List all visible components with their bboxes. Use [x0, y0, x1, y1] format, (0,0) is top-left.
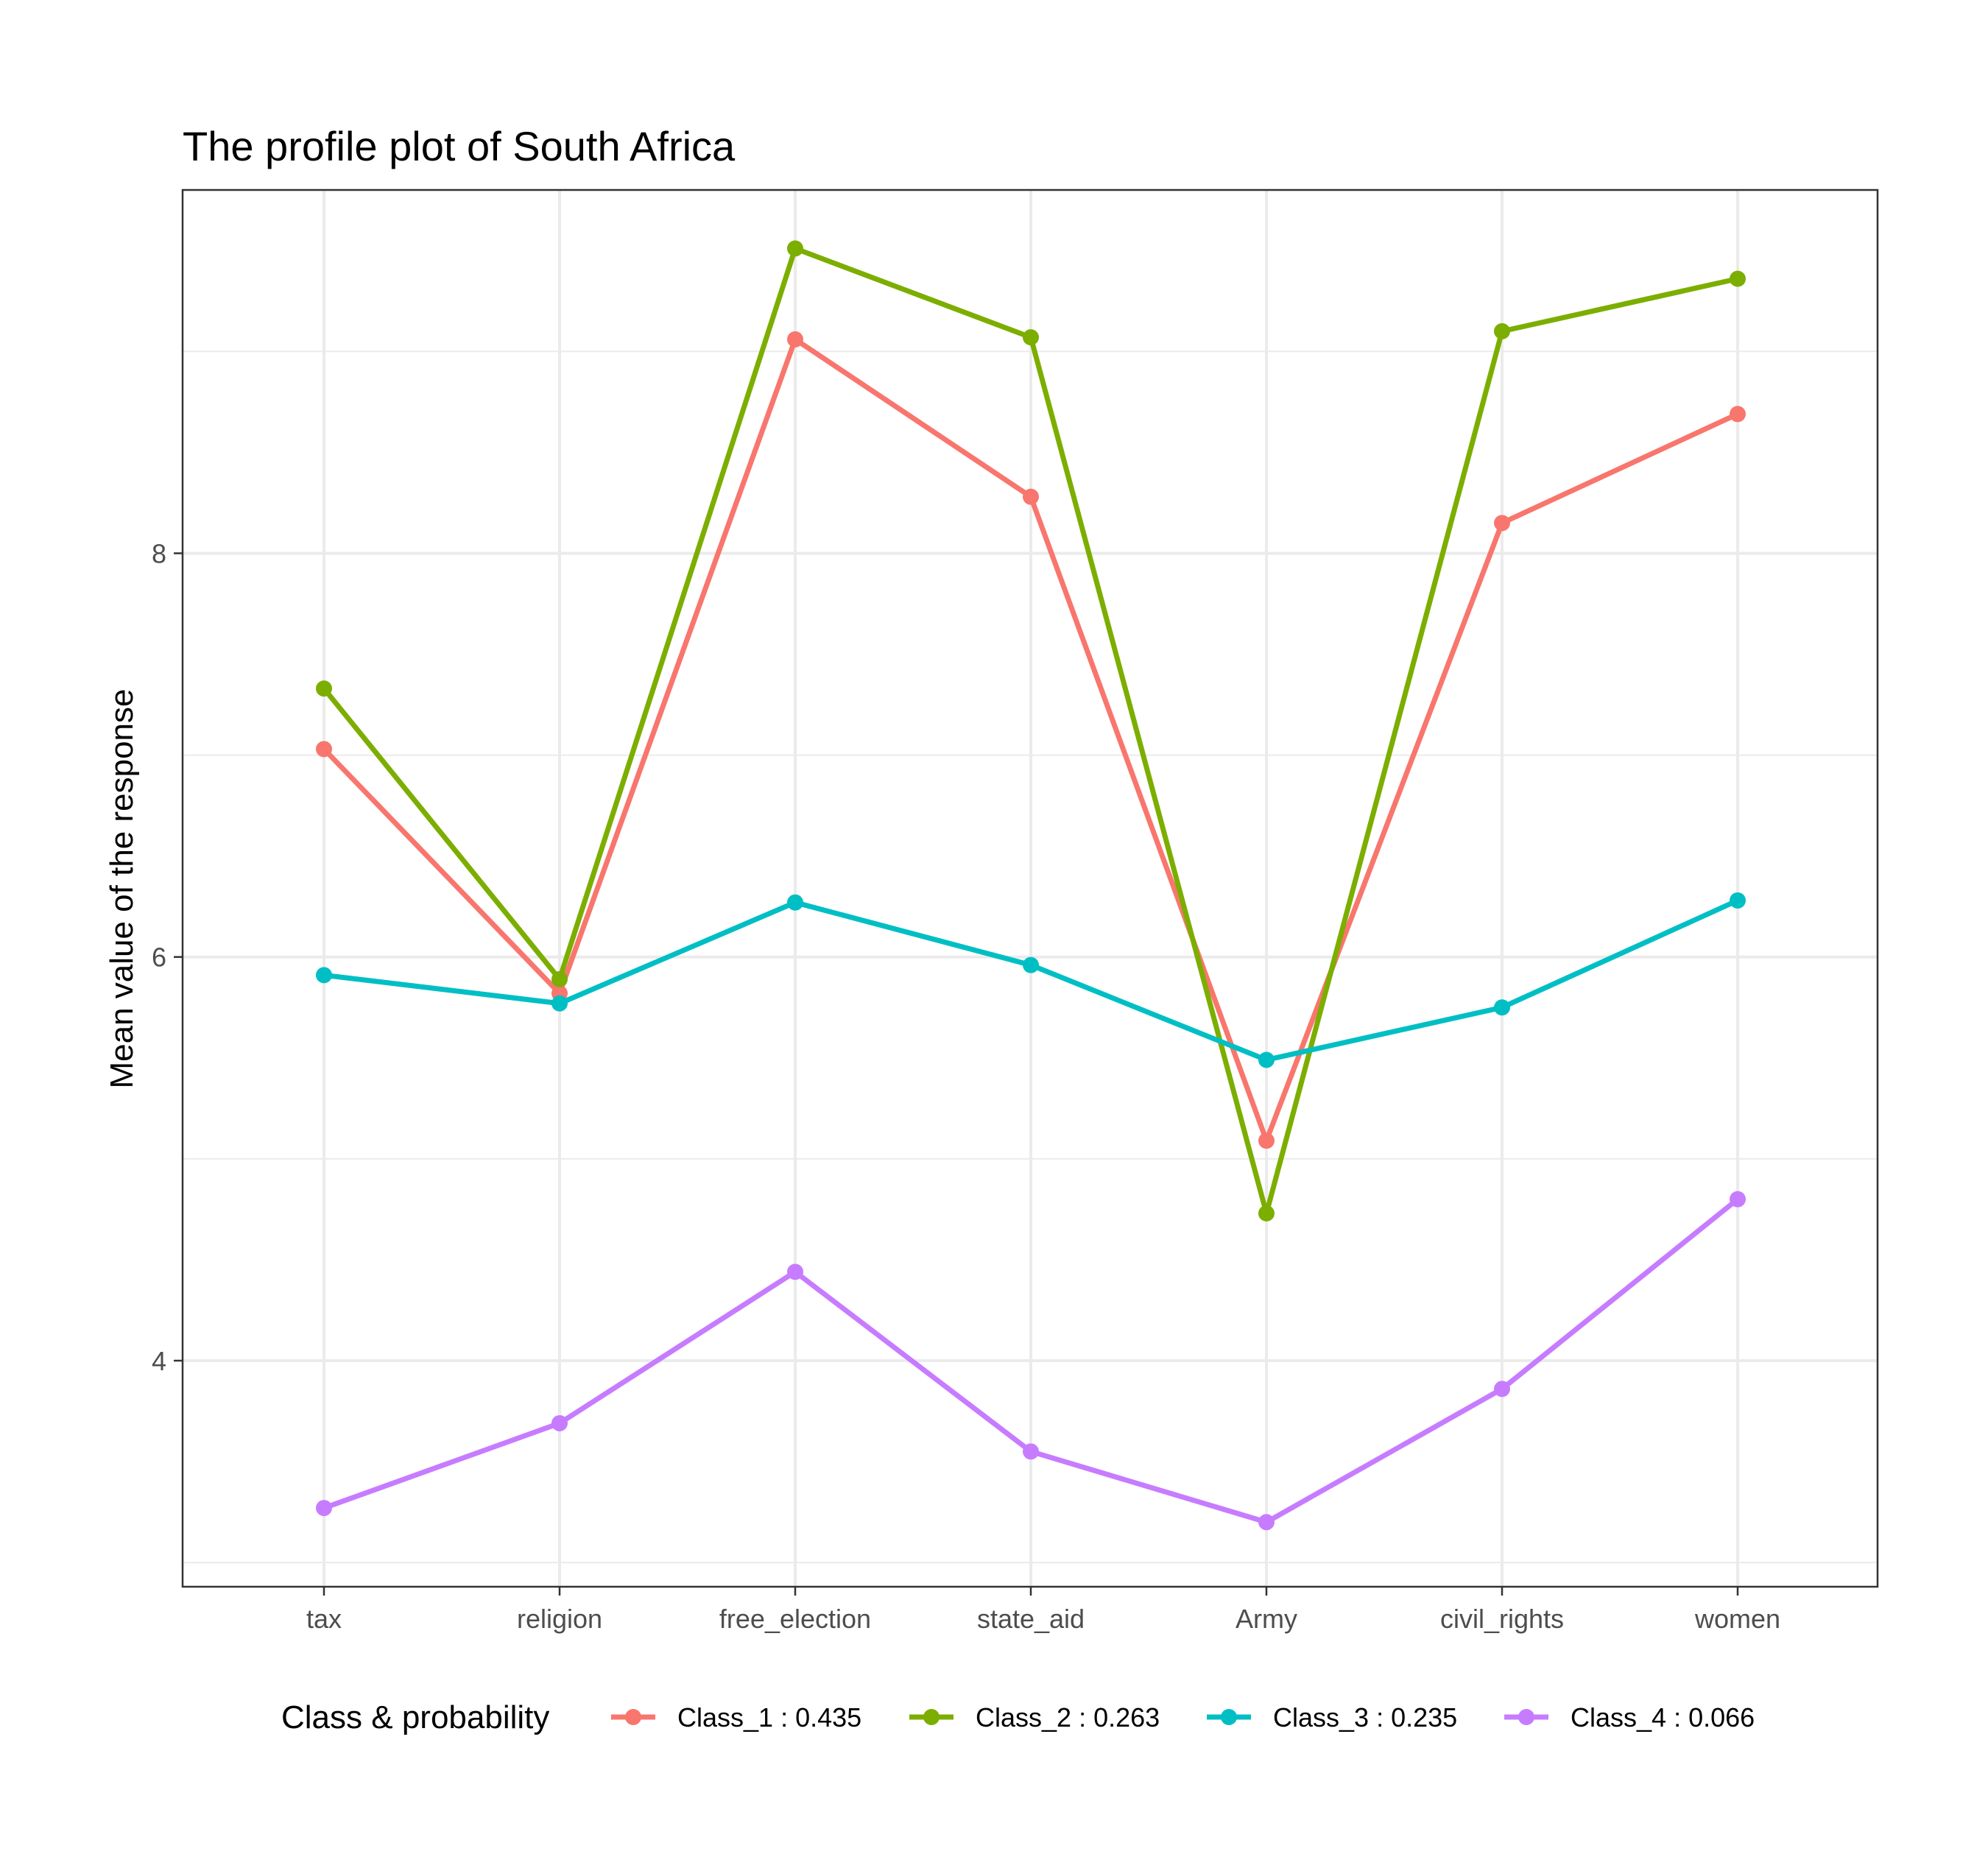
data-point [787, 331, 803, 348]
data-point [1494, 999, 1510, 1016]
data-point [1023, 329, 1039, 346]
data-point [787, 894, 803, 911]
legend-item: Class_2 : 0.263 [909, 1702, 1160, 1733]
legend-key-point [1221, 1709, 1237, 1725]
data-point [316, 1500, 332, 1517]
data-point [1023, 488, 1039, 505]
x-tick-label: tax [306, 1604, 342, 1634]
y-tick-label: 6 [152, 942, 166, 973]
legend-label: Class_4 : 0.066 [1571, 1702, 1755, 1733]
data-point [551, 970, 568, 987]
legend-label: Class_3 : 0.235 [1273, 1702, 1457, 1733]
data-point [1494, 1381, 1510, 1398]
x-tick-label: free_election [719, 1604, 871, 1634]
legend-key-point [923, 1709, 940, 1725]
data-point [1258, 1051, 1275, 1068]
data-point [1023, 956, 1039, 973]
data-point [316, 741, 332, 758]
data-point [1258, 1205, 1275, 1222]
data-point [1730, 1191, 1746, 1208]
data-point [1023, 1443, 1039, 1460]
legend-item: Class_3 : 0.235 [1207, 1702, 1457, 1733]
legend: Class & probability Class_1 : 0.435 Class… [281, 1699, 1755, 1735]
legend-item: Class_4 : 0.066 [1504, 1702, 1755, 1733]
data-point [1258, 1132, 1275, 1149]
data-point [1730, 892, 1746, 909]
data-point [787, 240, 803, 257]
series-4 [316, 1191, 1746, 1531]
data-point [316, 680, 332, 697]
y-axis-label: Mean value of the response [104, 688, 140, 1088]
y-axis: 4 6 8 [152, 538, 183, 1376]
series-1 [316, 331, 1746, 1149]
data-point [551, 1414, 568, 1431]
x-axis: tax religion free_election state_aid Army civ… [306, 1587, 1780, 1634]
data-point [1730, 406, 1746, 423]
data-point [1494, 515, 1510, 532]
grid-major [183, 190, 1878, 1587]
series-layer [316, 240, 1746, 1531]
legend-item: Class_1 : 0.435 [611, 1702, 861, 1733]
x-tick-label: civil_rights [1440, 1604, 1564, 1634]
legend-title: Class & probability [281, 1699, 549, 1735]
legend-label: Class_1 : 0.435 [677, 1702, 861, 1733]
data-point [1258, 1514, 1275, 1531]
x-tick-label: religion [517, 1604, 602, 1634]
legend-key-point [625, 1709, 641, 1725]
data-point [1730, 270, 1746, 287]
x-tick-label: Army [1236, 1604, 1297, 1634]
y-tick-label: 8 [152, 538, 166, 568]
legend-key-point [1518, 1709, 1534, 1725]
chart-title: The profile plot of South Africa [183, 123, 736, 169]
series-3 [316, 892, 1746, 1068]
data-point [1494, 323, 1510, 339]
data-point [316, 967, 332, 984]
data-point [551, 995, 568, 1012]
legend-label: Class_2 : 0.263 [976, 1702, 1160, 1733]
x-tick-label: state_aid [977, 1604, 1085, 1634]
x-tick-label: women [1694, 1604, 1780, 1634]
data-point [787, 1263, 803, 1280]
series-2 [316, 240, 1746, 1222]
y-tick-label: 4 [152, 1346, 166, 1376]
